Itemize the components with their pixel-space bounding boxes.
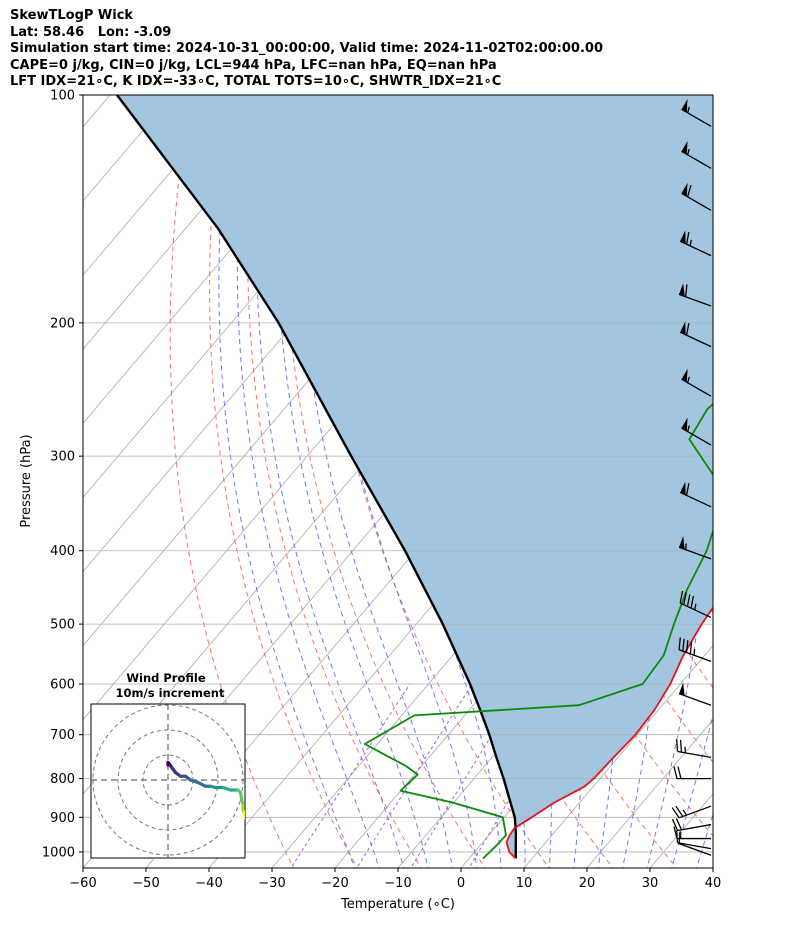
- wind-barb: [679, 590, 712, 619]
- wind-barb: [675, 739, 712, 759]
- isotherm: [83, 95, 300, 350]
- wind-barb: [673, 826, 711, 840]
- mixing-ratio-line: [356, 683, 473, 868]
- isotherm: [523, 645, 713, 868]
- cape-line: CAPE=0 j/kg, CIN=0 j/kg, LCL=944 hPa, LF…: [10, 57, 497, 73]
- x-tick-label: 30: [642, 876, 659, 891]
- x-tick-label: 40: [705, 876, 722, 891]
- cape-cin-shading: [117, 95, 713, 859]
- wind-barb: [681, 368, 712, 397]
- isotherm: [586, 719, 713, 868]
- parcel-profile-line: [116, 95, 518, 859]
- wind-barb: [681, 417, 712, 446]
- time-line: Simulation start time: 2024-10-31_00:00:…: [10, 41, 603, 56]
- y-axis-label: Pressure (hPa): [19, 434, 34, 527]
- chart-header: SkewTLogP Wick Lat: 58.46 Lon: -3.09 Sim…: [10, 8, 603, 91]
- wind-barb: [679, 481, 712, 508]
- shaded-area: [117, 95, 713, 859]
- y-tick-label: 1000: [42, 845, 75, 860]
- moist-adiabat: [720, 82, 794, 872]
- isotherm: [83, 95, 237, 276]
- y-tick-label: 700: [50, 728, 75, 743]
- dewpoint-line: [363, 402, 713, 860]
- wind-barb: [679, 230, 712, 257]
- y-tick-label: 800: [50, 772, 75, 787]
- x-tick-label: −40: [195, 876, 222, 891]
- dry-adiabat: [209, 95, 358, 868]
- dry-adiabat: [777, 95, 794, 871]
- profile-lines: [116, 95, 713, 860]
- wind-barb: [681, 98, 712, 127]
- y-tick-label: 200: [50, 316, 75, 331]
- x-axis-label: Temperature (∘C): [340, 897, 455, 912]
- wind-barbs: [671, 98, 712, 856]
- wind-barb: [671, 818, 712, 832]
- x-tick-label: 20: [579, 876, 596, 891]
- wind-barb: [671, 805, 712, 819]
- isotherm: [712, 867, 713, 868]
- y-tick-label: 100: [50, 89, 75, 104]
- chart-title: SkewTLogP Wick: [10, 8, 134, 23]
- y-axis-ticks: 1000 900 800 700 600 500 400 300 200 100: [42, 89, 83, 860]
- mixing-ratio-lines: [290, 683, 579, 868]
- x-tick-label: −30: [258, 876, 285, 891]
- mixing-ratio-line: [290, 683, 411, 868]
- y-tick-label: 600: [50, 678, 75, 693]
- y-tick-label: 300: [50, 450, 75, 465]
- x-tick-label: −20: [321, 876, 348, 891]
- y-tick-label: 400: [50, 544, 75, 559]
- hodograph-title: Wind Profile: [126, 671, 206, 685]
- indices-line: LFT IDX=21∘C, K IDX=-33∘C, TOTAL TOTS=10…: [10, 74, 502, 89]
- x-tick-label: 0: [457, 876, 465, 891]
- hodograph-segment: [242, 810, 245, 820]
- location-line: Lat: 58.46 Lon: -3.09: [10, 24, 172, 40]
- wind-barb: [678, 682, 712, 706]
- x-tick-label: 10: [516, 876, 533, 891]
- wind-barb: [673, 766, 711, 780]
- wind-barb: [678, 283, 712, 307]
- dry-adiabat: [711, 95, 713, 101]
- x-tick-label: −50: [132, 876, 159, 891]
- dry-adiabat: [745, 95, 794, 871]
- wind-barb: [679, 321, 712, 348]
- x-axis-ticks: −60 −50 −40 −30 −20 −10 0 10 20 30 40: [69, 868, 721, 891]
- x-tick-label: −60: [69, 876, 96, 891]
- hodograph-segment: [243, 815, 245, 821]
- x-tick-label: −10: [384, 876, 411, 891]
- wind-barb: [678, 535, 712, 560]
- wind-barb: [681, 182, 712, 211]
- dry-adiabat: [169, 95, 295, 868]
- hodograph-subtitle: 10m/s increment: [116, 686, 225, 700]
- temperature-line: [505, 606, 713, 860]
- y-tick-label: 500: [50, 618, 75, 633]
- wind-barb: [678, 637, 712, 662]
- y-tick-label: 900: [50, 811, 75, 826]
- wind-barb: [681, 140, 712, 169]
